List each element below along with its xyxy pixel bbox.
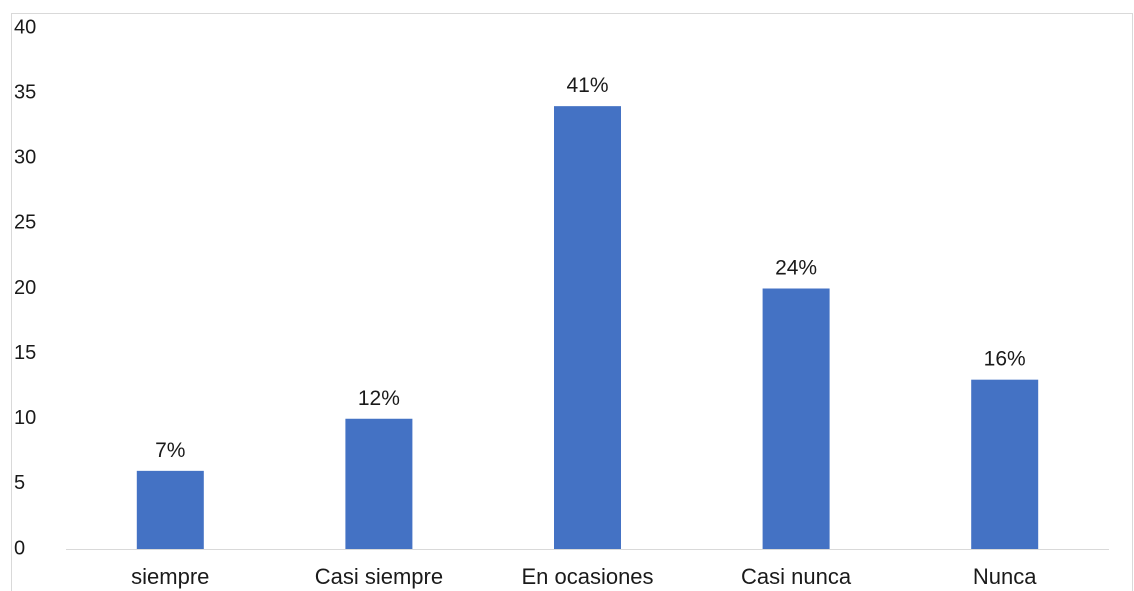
x-tick-label: Casi siempre (315, 564, 443, 589)
y-axis-ticks: 0 5 10 15 20 25 30 35 40 (14, 16, 36, 559)
data-label: 16% (984, 348, 1026, 371)
bar (345, 418, 413, 549)
bars (136, 106, 1039, 550)
x-axis-category-labels: siempre Casi siempre En ocasiones Casi nunc… (131, 564, 1037, 589)
y-tick-label: 10 (14, 407, 36, 429)
x-tick-label: Casi nunca (741, 564, 852, 589)
bar (971, 379, 1039, 549)
data-label: 7% (155, 439, 185, 462)
x-tick-label: Nunca (973, 564, 1037, 589)
data-label: 24% (775, 257, 817, 280)
y-tick-label: 35 (14, 81, 36, 103)
bar (762, 288, 830, 549)
data-labels: 7% 12% 41% 24% 16% (155, 74, 1026, 462)
y-tick-label: 30 (14, 147, 36, 169)
y-tick-label: 15 (14, 342, 36, 364)
data-label: 12% (358, 387, 400, 410)
chart-border (11, 13, 1133, 591)
data-label: 41% (566, 74, 608, 97)
x-tick-label: En ocasiones (521, 564, 653, 589)
bar (554, 106, 621, 550)
y-tick-label: 0 (14, 537, 25, 559)
y-tick-label: 25 (14, 212, 36, 234)
y-tick-label: 40 (14, 16, 36, 38)
x-tick-label: siempre (131, 564, 209, 589)
y-tick-label: 20 (14, 277, 36, 299)
bar (136, 470, 204, 549)
y-tick-label: 5 (14, 472, 25, 494)
